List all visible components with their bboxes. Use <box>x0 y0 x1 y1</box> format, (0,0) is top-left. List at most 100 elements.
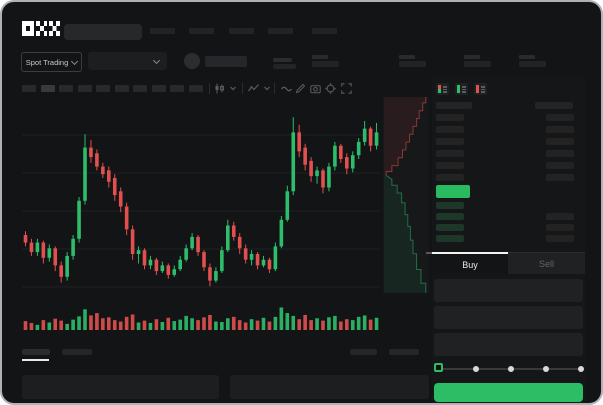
volume-bar <box>47 322 52 330</box>
bottom-tools-block-1[interactable] <box>350 349 377 355</box>
nav-item[interactable] <box>268 28 293 34</box>
candle <box>309 160 313 177</box>
bid-amount-placeholder <box>546 235 574 242</box>
tab-sell[interactable]: Sell <box>508 252 585 274</box>
timeframe-button[interactable] <box>114 85 129 92</box>
slider-stop[interactable] <box>508 366 514 372</box>
volume-bar <box>291 315 296 330</box>
order-amount-field[interactable] <box>434 306 583 329</box>
orderbook-view-bids-icon[interactable] <box>455 83 468 95</box>
bottom-tools-block-2[interactable] <box>389 349 419 355</box>
candle <box>297 132 301 152</box>
candle <box>95 153 99 167</box>
bottom-tab-orders[interactable] <box>22 349 50 355</box>
market-selector-dropdown[interactable]: Spot Trading <box>21 52 82 72</box>
volume-bar <box>327 317 331 330</box>
volume-bar <box>261 317 266 330</box>
tab-buy[interactable]: Buy <box>432 252 508 274</box>
timeframe-button[interactable] <box>22 85 36 92</box>
nav-item[interactable] <box>312 28 337 34</box>
candle <box>321 170 325 188</box>
timeframe-button[interactable] <box>188 85 203 92</box>
depth-asks-area <box>384 97 426 176</box>
bottom-panel-left[interactable] <box>22 375 219 399</box>
volume-bar <box>220 322 224 330</box>
volume-bar <box>309 320 313 330</box>
pair-selector-dropdown[interactable] <box>88 52 167 70</box>
wave-icon[interactable] <box>281 83 292 94</box>
depth-bids-line <box>385 174 427 293</box>
timeframe-button[interactable] <box>77 85 92 92</box>
timeframe-button[interactable] <box>170 85 184 92</box>
indicator-icon[interactable] <box>248 83 259 94</box>
timeframe-button[interactable] <box>133 85 147 92</box>
expand-icon[interactable] <box>341 83 352 94</box>
candle-type-icon[interactable] <box>214 83 225 94</box>
bottom-panel-right[interactable] <box>230 375 429 399</box>
volume-bar <box>77 316 81 330</box>
chevron-down-icon[interactable] <box>263 83 271 94</box>
orderbook-last-price-bar[interactable] <box>436 185 470 198</box>
buy-submit-button[interactable] <box>434 383 583 402</box>
candle <box>237 236 242 249</box>
volume-bar <box>339 321 343 330</box>
volume-bar <box>172 321 177 330</box>
candle <box>190 236 194 249</box>
amount-slider-handle[interactable] <box>434 363 443 372</box>
candle <box>184 248 188 260</box>
volume-bar <box>362 315 367 330</box>
volume-bar <box>315 318 319 330</box>
timeframe-button[interactable] <box>40 85 55 92</box>
search-input[interactable] <box>64 24 142 40</box>
ask-price-placeholder <box>436 114 464 121</box>
toolbar-divider <box>274 83 275 94</box>
volume-bar <box>297 319 301 330</box>
timeframe-button[interactable] <box>96 85 110 92</box>
volume-bar <box>356 316 361 330</box>
orderbook-view-combined-icon[interactable] <box>436 83 449 95</box>
chevron-down-icon <box>152 56 161 65</box>
ask-price-placeholder <box>436 174 464 181</box>
bottom-tab-history[interactable] <box>62 349 92 355</box>
candle <box>124 206 129 230</box>
candle <box>160 265 165 272</box>
depth-bids-area <box>384 175 426 293</box>
order-price-field[interactable] <box>434 279 583 302</box>
orderbook-view-asks-icon[interactable] <box>474 83 487 95</box>
volume-bar <box>107 317 111 330</box>
candle <box>220 250 224 272</box>
depth-bg <box>383 97 429 293</box>
candle <box>226 225 230 251</box>
gear-icon[interactable] <box>325 83 336 94</box>
candle <box>339 145 343 159</box>
timeframe-button[interactable] <box>59 85 73 92</box>
pair-name-placeholder <box>205 56 247 67</box>
ticker-stat-label <box>464 55 480 59</box>
volume-bar <box>279 307 284 330</box>
chevron-down-icon[interactable] <box>229 83 237 94</box>
nav-item[interactable] <box>150 28 175 34</box>
nav-item[interactable] <box>189 28 214 34</box>
candle <box>166 265 171 275</box>
slider-stop[interactable] <box>473 366 479 372</box>
volume-bar <box>71 319 75 330</box>
ticker-stat-value <box>464 61 491 67</box>
slider-stop[interactable] <box>543 366 549 372</box>
candle <box>112 178 117 196</box>
pencil-icon[interactable] <box>295 83 306 94</box>
last-price-tick <box>426 252 432 254</box>
volume-bar <box>130 314 135 330</box>
order-total-field[interactable] <box>434 333 583 356</box>
volume-bar <box>374 317 379 330</box>
timeframe-button[interactable] <box>151 85 166 92</box>
volume-bar <box>101 318 105 330</box>
candle <box>214 271 218 281</box>
nav-item[interactable] <box>229 28 254 34</box>
bid-price-placeholder <box>436 213 464 220</box>
bid-price-placeholder <box>436 202 464 209</box>
candlestick-chart <box>22 117 380 330</box>
slider-stop[interactable] <box>578 366 584 372</box>
candle <box>77 200 81 239</box>
camera-icon[interactable] <box>310 83 321 94</box>
okx-logo <box>22 21 60 36</box>
